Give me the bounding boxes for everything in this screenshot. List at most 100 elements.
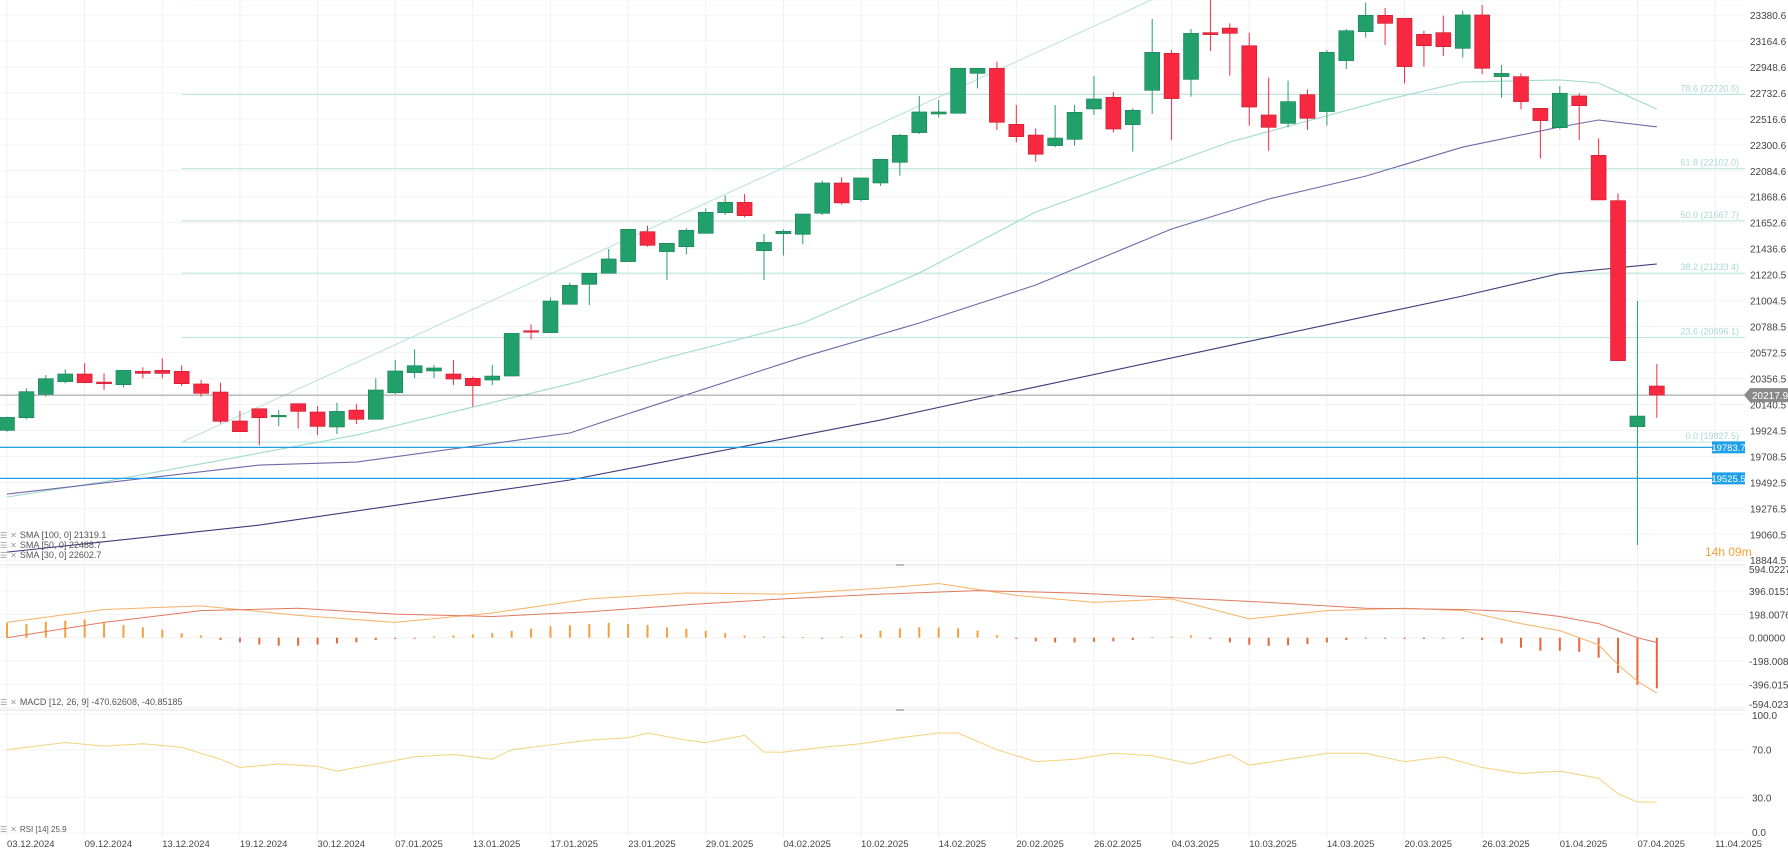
macd-panel — [6, 583, 1658, 694]
candle — [1552, 85, 1568, 130]
price-tick-label: 21220.5 — [1750, 271, 1787, 282]
candle — [38, 375, 54, 397]
candle — [1183, 29, 1199, 97]
legend-sma100-text: SMA [100, 0] 21319.1 — [19, 530, 107, 540]
candle-body-up — [853, 177, 869, 200]
menu-icon[interactable]: ☰ — [0, 825, 8, 834]
macd-histogram-bar — [1636, 637, 1639, 685]
candle — [1105, 92, 1122, 133]
candle-body-down — [833, 182, 850, 204]
macd-histogram-bar — [588, 624, 591, 638]
candle — [1454, 10, 1471, 58]
legend-rsi: ☰ ✕ RSI [14] 25.9 — [0, 825, 67, 835]
close-icon[interactable]: ✕ — [10, 551, 17, 560]
close-icon[interactable]: ✕ — [10, 541, 17, 550]
rsi-tick-label: 0.0 — [1752, 828, 1766, 839]
horizontal-line-label: 19525.5 — [1711, 474, 1745, 485]
macd-histogram-bar — [1248, 637, 1251, 645]
menu-icon[interactable]: ☰ — [0, 698, 8, 707]
candle — [1610, 193, 1626, 362]
price-tick-label: 20572.5 — [1750, 349, 1787, 360]
candle — [1571, 93, 1588, 140]
macd-histogram-bar — [64, 620, 67, 638]
menu-icon[interactable]: ☰ — [0, 551, 8, 560]
legend-sma50: ☰ ✕ SMA [50, 0] 22488.7 — [0, 540, 101, 551]
candle-body-down — [1163, 52, 1180, 99]
panel-resize-handle[interactable] — [896, 709, 904, 711]
candle — [523, 324, 539, 340]
candle-body-down — [989, 68, 1005, 123]
candle — [445, 360, 462, 386]
price-tick-label: 19708.5 — [1750, 452, 1787, 463]
candle — [756, 233, 772, 280]
candle — [465, 376, 481, 407]
macd-histogram-bar — [1131, 637, 1134, 641]
candle — [1377, 7, 1393, 46]
candle — [1047, 104, 1063, 148]
candle — [872, 159, 889, 186]
candle-body-up — [406, 365, 423, 373]
candle-body-down — [1513, 76, 1529, 102]
date-tick-label: 04.02.2025 — [783, 839, 831, 850]
candle-body-down — [135, 371, 151, 374]
macd-histogram-bar — [1500, 637, 1503, 644]
price-tick-label: 21004.5 — [1750, 297, 1787, 308]
candle-body-down — [1027, 134, 1044, 155]
candle-body-up — [600, 258, 617, 274]
candle — [348, 404, 365, 424]
candle-body-down — [1105, 96, 1122, 130]
price-tick-label: 22516.6 — [1750, 115, 1787, 126]
price-tick-label: 22948.6 — [1750, 63, 1787, 74]
price-axis[interactable]: 23380.6 23164.6 22948.6 22732.6 22516.6 22300… — [1744, 0, 1788, 852]
date-tick-label: 01.04.2025 — [1560, 839, 1608, 850]
close-icon[interactable]: ✕ — [10, 825, 17, 834]
panel-resize-handle[interactable] — [896, 564, 904, 566]
signal-line — [6, 590, 1657, 643]
candle-body-up — [678, 230, 695, 247]
close-icon[interactable]: ✕ — [10, 698, 17, 707]
candle — [1066, 104, 1083, 146]
macd-histogram-bar — [510, 630, 513, 638]
rsi-tick-label: 100.0 — [1752, 711, 1777, 722]
date-tick-label: 09.12.2024 — [85, 839, 133, 850]
candle — [620, 228, 636, 262]
macd-histogram-bar — [1597, 637, 1600, 658]
menu-icon[interactable]: ☰ — [0, 531, 8, 540]
sma100-line — [6, 263, 1657, 553]
candle-body-down — [1377, 15, 1393, 24]
close-icon[interactable]: ✕ — [10, 531, 17, 540]
menu-icon[interactable]: ☰ — [0, 541, 8, 550]
macd-histogram-bar — [1287, 637, 1290, 646]
price-tick-label: 21436.6 — [1750, 245, 1787, 256]
current-price-label-box — [1744, 388, 1788, 403]
macd-histogram-bar — [1092, 637, 1095, 642]
fib-level-label: 61.8 (22102.0) — [1680, 158, 1739, 168]
macd-histogram-bar — [762, 636, 765, 638]
candle-body-up — [581, 272, 598, 285]
candles — [0, 0, 1665, 546]
candle — [542, 297, 559, 333]
price-tick-label: 20356.5 — [1750, 374, 1787, 385]
price-tick-label: 19924.5 — [1750, 426, 1787, 437]
date-axis[interactable]: 03.12.2024 09.12.2024 13.12.2024 19.12.2024… — [7, 839, 1762, 850]
macd-histogram-bar — [549, 626, 552, 638]
macd-histogram-bar — [1034, 637, 1037, 642]
macd-tick-label: -594.023 — [1749, 700, 1788, 711]
macd-tick-label: 396.0151 — [1749, 587, 1788, 598]
candle-body-up — [756, 242, 772, 251]
candle — [1222, 23, 1238, 76]
candle — [736, 194, 753, 218]
macd-histogram-bar — [568, 625, 571, 638]
price-tick-label: 19060.5 — [1750, 530, 1787, 541]
candle — [290, 403, 306, 429]
macd-histogram-bar — [25, 624, 28, 638]
candle-body-down — [1222, 27, 1238, 34]
candle — [76, 363, 93, 384]
candle-body-up — [1183, 33, 1199, 80]
fib-level-label: 50.0 (21667.7) — [1680, 210, 1739, 220]
date-tick-label: 10.02.2025 — [861, 839, 909, 850]
candle — [1396, 18, 1413, 84]
macd-histogram-bar — [471, 634, 474, 638]
candle — [1202, 0, 1219, 52]
